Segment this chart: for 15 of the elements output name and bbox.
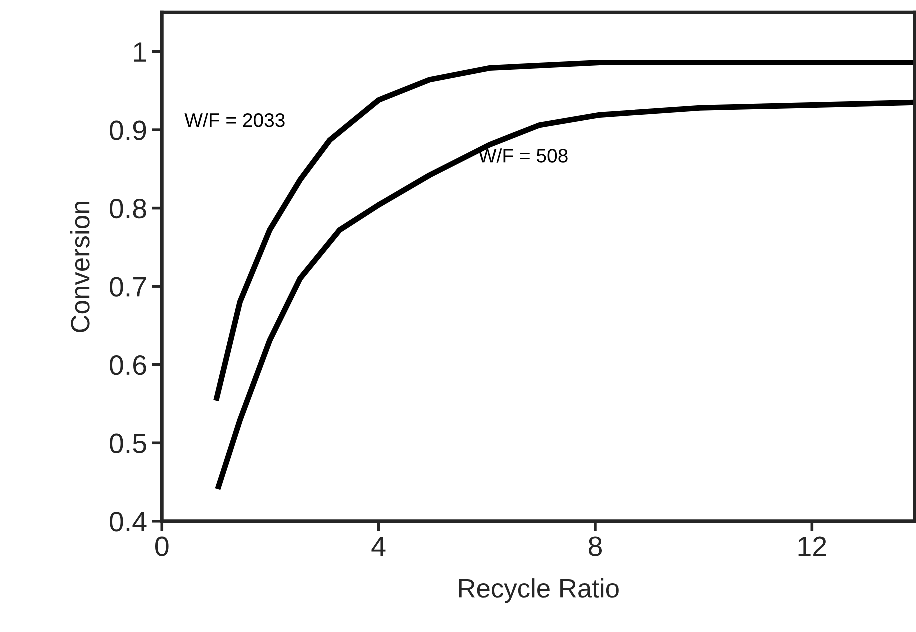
x-tick-label: 4 xyxy=(372,537,386,556)
y-tick-label: 0.5 xyxy=(110,434,146,454)
annotation: W/F = 508 xyxy=(478,148,568,163)
x-tick-label: 8 xyxy=(588,536,602,556)
annotation: W/F = 2033 xyxy=(184,112,285,128)
x-tick-label: 12 xyxy=(798,536,826,556)
y-tick-label: 0.4 xyxy=(110,512,147,532)
x-axis-title: Recycle Ratio xyxy=(459,578,619,604)
y-tick-label: 1 xyxy=(134,42,146,62)
y-tick-label: 0.7 xyxy=(110,277,146,297)
y-tick-label: 0.6 xyxy=(110,356,146,376)
y-tick-label: 0.8 xyxy=(110,198,146,219)
y-axis-title: Conversion xyxy=(70,202,90,332)
y-tick-label: 0.9 xyxy=(110,120,146,140)
x-tick-label: 0 xyxy=(155,536,169,556)
